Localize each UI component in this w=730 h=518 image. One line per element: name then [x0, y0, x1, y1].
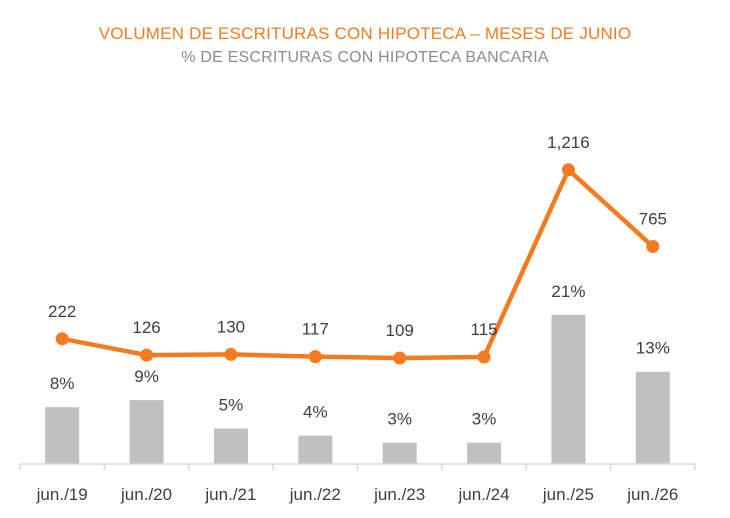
bar: [635, 371, 670, 464]
line-point-labels: 222 126 130 117 109 115 1,216 765: [48, 133, 667, 340]
x-tick-label: jun./26: [626, 485, 678, 504]
bar: [467, 442, 502, 464]
x-tick-label: jun./23: [373, 485, 425, 504]
x-tick-label: jun./21: [204, 485, 256, 504]
bar: [298, 435, 333, 464]
bar: [551, 314, 586, 464]
x-tick-label: jun./24: [458, 485, 510, 504]
x-tick-label: jun./25: [542, 485, 594, 504]
line-value-label: 765: [639, 209, 667, 228]
line-point: [308, 350, 322, 364]
bar: [45, 407, 80, 464]
line-series: [55, 163, 660, 365]
line-value-label: 1,216: [547, 133, 590, 152]
x-tick-label: jun./19: [36, 485, 88, 504]
line-value-label: 222: [48, 302, 76, 321]
bar-value-label: 8%: [50, 374, 75, 393]
bar-value-label: 9%: [134, 367, 159, 386]
chart-title: VOLUMEN DE ESCRITURAS CON HIPOTECA – MES…: [98, 24, 632, 43]
bar: [213, 428, 248, 464]
line-point: [55, 332, 69, 346]
line-value-label: 117: [302, 320, 329, 339]
line-value-label: 126: [132, 318, 160, 337]
x-tick-label: jun./22: [289, 485, 341, 504]
line-value-label: 115: [471, 320, 498, 339]
x-axis-ticks: [19, 464, 696, 470]
bar-value-label: 4%: [303, 403, 328, 422]
series-line: [59, 167, 656, 361]
bar-value-label: 21%: [551, 282, 585, 301]
bar: [382, 442, 417, 464]
bar: [129, 400, 164, 464]
line-point: [477, 350, 491, 364]
bar-value-label: 5%: [219, 396, 244, 415]
bar-value-label: 3%: [472, 410, 497, 429]
bar-labels: 8% 9% 5% 4% 3% 3% 21% 13%: [50, 282, 670, 429]
line-point: [140, 348, 154, 362]
bar-value-label: 13%: [636, 339, 670, 358]
x-tick-label: jun./20: [120, 485, 172, 504]
bar-series: [45, 314, 670, 464]
line-point: [393, 351, 407, 365]
x-axis-labels: jun./19 jun./20 jun./21 jun./22 jun./23 jun./…: [36, 485, 679, 504]
line-value-label: 109: [386, 321, 414, 340]
line-point: [646, 239, 660, 253]
line-point: [561, 163, 575, 177]
chart-subtitle: % DE ESCRITURAS CON HIPOTECA BANCARIA: [181, 49, 549, 66]
bar-value-label: 3%: [387, 410, 412, 429]
line-point: [224, 347, 238, 361]
line-value-label: 130: [217, 317, 245, 336]
